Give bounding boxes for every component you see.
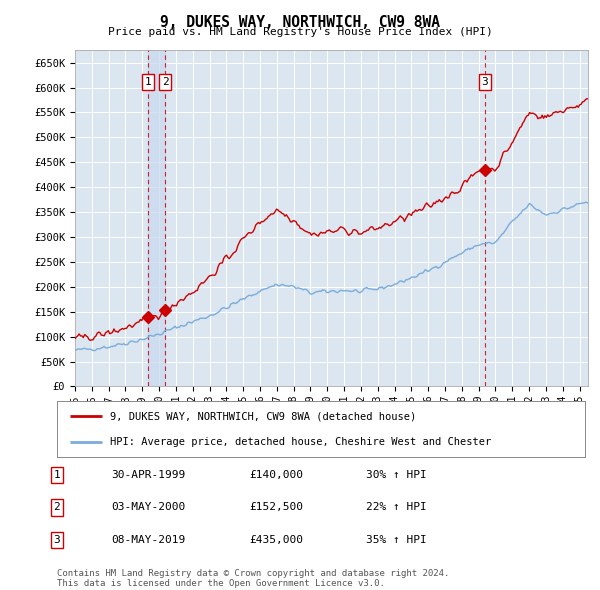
Text: £152,500: £152,500 <box>249 503 303 512</box>
Text: 1: 1 <box>53 470 61 480</box>
Text: 2: 2 <box>162 77 169 87</box>
Text: 30-APR-1999: 30-APR-1999 <box>111 470 185 480</box>
Text: 2: 2 <box>53 503 61 512</box>
Text: 9, DUKES WAY, NORTHWICH, CW9 8WA (detached house): 9, DUKES WAY, NORTHWICH, CW9 8WA (detach… <box>110 411 416 421</box>
Text: £435,000: £435,000 <box>249 535 303 545</box>
Text: 9, DUKES WAY, NORTHWICH, CW9 8WA: 9, DUKES WAY, NORTHWICH, CW9 8WA <box>160 15 440 30</box>
Text: 35% ↑ HPI: 35% ↑ HPI <box>366 535 427 545</box>
Text: 30% ↑ HPI: 30% ↑ HPI <box>366 470 427 480</box>
Text: Price paid vs. HM Land Registry's House Price Index (HPI): Price paid vs. HM Land Registry's House … <box>107 27 493 37</box>
Text: 3: 3 <box>481 77 488 87</box>
Text: Contains HM Land Registry data © Crown copyright and database right 2024.
This d: Contains HM Land Registry data © Crown c… <box>57 569 449 588</box>
Text: £140,000: £140,000 <box>249 470 303 480</box>
Text: 1: 1 <box>145 77 151 87</box>
Bar <box>148 50 165 386</box>
Text: 22% ↑ HPI: 22% ↑ HPI <box>366 503 427 512</box>
Text: 08-MAY-2019: 08-MAY-2019 <box>111 535 185 545</box>
Text: HPI: Average price, detached house, Cheshire West and Chester: HPI: Average price, detached house, Ches… <box>110 437 491 447</box>
Text: 03-MAY-2000: 03-MAY-2000 <box>111 503 185 512</box>
Text: 3: 3 <box>53 535 61 545</box>
